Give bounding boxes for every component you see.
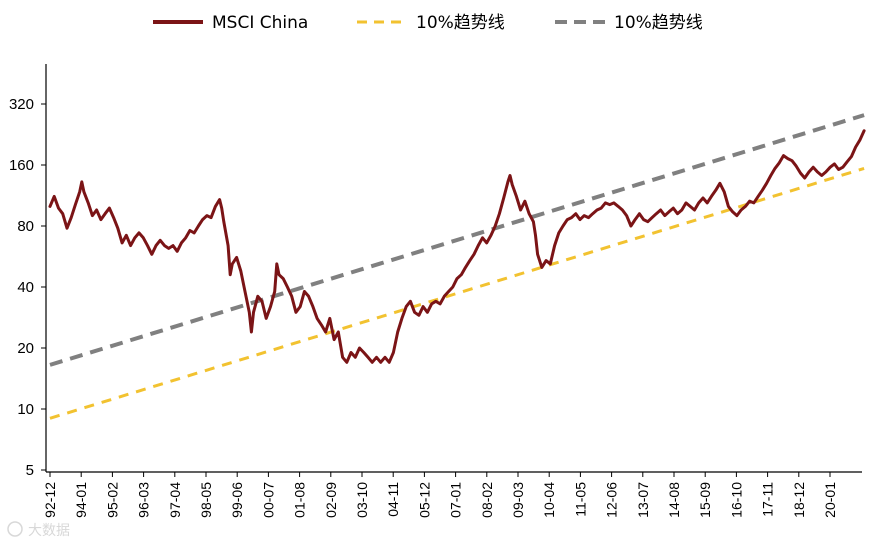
y-tick-label: 80 xyxy=(17,218,34,235)
y-tick-label: 10 xyxy=(17,401,34,418)
y-tick-label: 40 xyxy=(17,279,34,296)
x-tick-label: 08-02 xyxy=(479,482,495,518)
x-ticks: 92-12 94-01 95-02 96-03 97-04 98-05 99-06 00-07… xyxy=(42,472,838,518)
x-tick-label: 10-04 xyxy=(541,482,557,518)
y-ticks: 5 10 20 40 80 160 320 xyxy=(9,96,46,479)
x-tick-label: 99-06 xyxy=(229,482,245,518)
x-tick-label: 00-07 xyxy=(260,482,276,518)
axes xyxy=(45,64,862,473)
legend-label-msci-china: MSCI China xyxy=(212,13,308,33)
x-tick-label: 07-01 xyxy=(448,482,464,518)
x-tick-label: 03-10 xyxy=(354,482,370,518)
x-tick-label: 17-11 xyxy=(760,482,776,517)
x-tick-label: 20-01 xyxy=(822,482,838,518)
watermark-logo-icon xyxy=(7,521,23,537)
x-tick-label: 16-10 xyxy=(728,482,744,518)
x-tick-label: 12-06 xyxy=(604,482,620,518)
legend-label-gray-trend: 10%趋势线 xyxy=(614,13,703,33)
series-line-yellow-trend xyxy=(49,166,865,420)
y-tick-label: 160 xyxy=(9,157,34,174)
x-tick-label: 92-12 xyxy=(42,482,58,518)
x-tick-label: 14-08 xyxy=(666,482,682,518)
series-line-msci-china xyxy=(48,129,866,364)
x-tick-label: 11-05 xyxy=(572,482,588,517)
x-tick-label: 95-02 xyxy=(104,482,120,518)
x-tick-label: 98-05 xyxy=(198,482,214,518)
x-tick-label: 97-04 xyxy=(167,482,183,518)
x-tick-label: 02-09 xyxy=(323,482,339,518)
x-tick-label: 09-03 xyxy=(510,482,526,518)
x-tick-label: 01-08 xyxy=(292,482,308,518)
legend: MSCI China 10%趋势线 10%趋势线 xyxy=(153,13,703,33)
x-tick-label: 13-07 xyxy=(635,482,651,518)
series xyxy=(48,113,866,420)
x-tick-label: 04-11 xyxy=(385,482,401,517)
x-tick-label: 15-09 xyxy=(697,482,713,518)
series-line-gray-trend xyxy=(49,113,865,367)
x-tick-label: 96-03 xyxy=(136,482,152,518)
x-tick-label: 05-12 xyxy=(416,482,432,518)
y-tick-label: 20 xyxy=(17,340,34,357)
watermark: 大数据 xyxy=(7,521,70,539)
x-tick-label: 18-12 xyxy=(791,482,807,518)
x-tick-label: 94-01 xyxy=(73,482,89,518)
y-tick-label: 5 xyxy=(26,462,34,479)
watermark-text: 大数据 xyxy=(28,523,70,539)
y-tick-label: 320 xyxy=(9,96,34,113)
legend-label-yellow-trend: 10%趋势线 xyxy=(416,13,505,33)
